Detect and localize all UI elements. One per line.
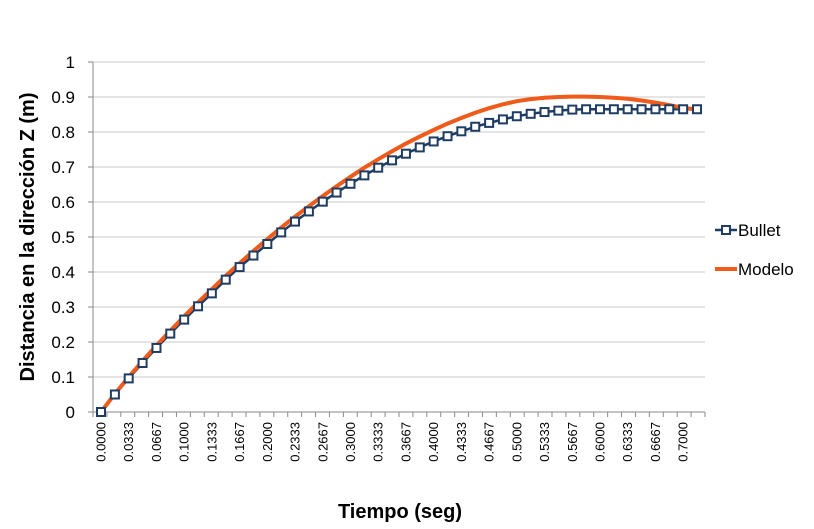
legend-label-modelo: Modelo <box>738 260 794 279</box>
axes <box>88 61 706 417</box>
x-tick-label: 0.2667 <box>315 422 330 462</box>
data-point-bullet <box>109 389 120 400</box>
data-point-bullet <box>650 104 661 115</box>
x-tick-label: 0.4333 <box>454 422 469 462</box>
series-layer <box>96 94 703 417</box>
data-point-bullet <box>290 216 301 227</box>
data-point-bullet <box>567 104 578 115</box>
x-tick-label: 0.6000 <box>592 422 607 462</box>
data-point-bullet <box>193 301 204 312</box>
x-tick-label: 0.5333 <box>537 422 552 462</box>
x-tick-label: 0.5667 <box>565 422 580 462</box>
y-tick-label: 0.9 <box>51 88 75 107</box>
data-point-bullet <box>678 104 689 115</box>
data-point-bullet <box>234 262 245 273</box>
data-point-bullet <box>414 142 425 153</box>
data-point-bullet <box>636 104 647 115</box>
data-point-bullet <box>165 328 176 339</box>
legend: Bullet Modelo <box>715 221 794 279</box>
data-point-bullet <box>248 250 259 261</box>
x-tick-label: 0.4667 <box>482 422 497 462</box>
data-point-bullet <box>137 358 148 368</box>
x-tick-label: 0.7000 <box>676 422 691 462</box>
data-point-bullet <box>539 107 550 118</box>
data-point-bullet <box>179 314 190 325</box>
y-tick-label: 0.4 <box>51 263 75 282</box>
series-line-modelo <box>99 94 700 414</box>
data-point-bullet <box>387 155 398 166</box>
data-point-bullet <box>428 136 439 147</box>
data-point-bullet <box>206 288 217 299</box>
x-tick-label: 0.6667 <box>648 422 663 462</box>
data-point-bullet <box>664 104 675 115</box>
x-tick-label: 0.1000 <box>177 422 192 462</box>
y-tick-labels: 0 0.1 0.2 0.3 0.4 0.5 0.6 0.7 0.8 0.9 1 <box>51 53 75 422</box>
x-tick-label: 0.4000 <box>426 422 441 462</box>
data-point-bullet <box>317 196 328 207</box>
series-line-bullet <box>100 108 698 413</box>
data-point-bullet <box>303 206 314 217</box>
legend-item-bullet: Bullet <box>715 221 781 240</box>
data-point-bullet <box>359 170 370 181</box>
y-tick-label: 0.8 <box>51 123 75 142</box>
x-tick-label: 0.0333 <box>121 422 136 462</box>
x-tick-label: 0.6333 <box>620 422 635 462</box>
x-tick-label: 0.2000 <box>260 422 275 462</box>
data-point-bullet <box>96 407 106 417</box>
x-tick-label: 0.2333 <box>288 422 303 462</box>
y-tick-label: 1 <box>66 53 75 72</box>
data-point-bullet <box>581 104 592 115</box>
data-point-bullet <box>470 121 481 132</box>
data-point-bullet <box>553 105 564 116</box>
data-point-bullet <box>442 131 453 142</box>
data-point-bullet <box>525 108 536 119</box>
x-tick-labels: 0.0000 0.0333 0.0667 0.1000 0.1333 0.1667 0.20… <box>94 422 691 462</box>
x-tick-label: 0.0000 <box>94 422 109 462</box>
data-point-bullet <box>262 239 273 249</box>
y-axis-title: Distancia en la dirección Z (m) <box>17 93 39 382</box>
x-tick-label: 0.0667 <box>149 422 164 462</box>
data-point-bullet <box>511 111 522 122</box>
data-point-bullet <box>151 342 162 353</box>
legend-label-bullet: Bullet <box>738 221 781 240</box>
data-point-bullet <box>345 178 356 189</box>
x-tick-label: 0.1667 <box>232 422 247 462</box>
data-point-bullet <box>331 187 342 198</box>
data-point-bullet <box>373 162 384 173</box>
x-tick-label: 0.5000 <box>509 422 524 462</box>
data-point-bullet <box>484 117 495 128</box>
y-tick-label: 0 <box>66 403 75 422</box>
data-point-bullet <box>692 104 703 115</box>
x-tick-label: 0.3667 <box>398 422 413 462</box>
data-point-bullet <box>276 227 287 238</box>
x-tick-label: 0.3000 <box>343 422 358 462</box>
x-tick-label: 0.3333 <box>371 422 386 462</box>
data-point-bullet <box>608 104 619 115</box>
y-tick-label: 0.2 <box>51 333 75 352</box>
data-point-bullet <box>456 126 467 137</box>
legend-item-modelo: Modelo <box>715 260 794 279</box>
data-point-bullet <box>594 104 605 115</box>
data-point-bullet <box>622 104 633 115</box>
y-tick-label: 0.3 <box>51 298 75 317</box>
x-axis-title: Tiempo (seg) <box>338 501 462 523</box>
y-tick-label: 0.5 <box>51 228 75 247</box>
y-tick-label: 0.6 <box>51 193 75 212</box>
data-point-bullet <box>123 373 134 384</box>
y-tick-label: 0.1 <box>51 368 75 387</box>
legend-marker-bullet <box>721 225 731 235</box>
data-point-bullet <box>497 114 508 125</box>
x-tick-label: 0.1333 <box>204 422 219 462</box>
data-point-bullet <box>220 274 231 285</box>
y-tick-label: 0.7 <box>51 158 75 177</box>
data-point-bullet <box>400 148 411 159</box>
